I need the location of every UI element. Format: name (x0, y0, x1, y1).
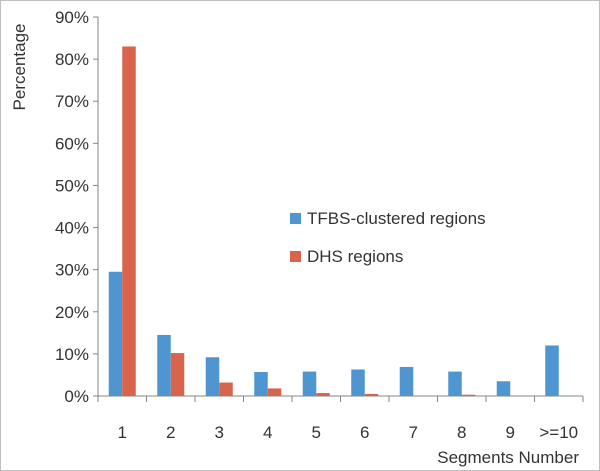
y-axis: 0% 10% 20% 30% 40% 50% 60% 70% 80% 90% (55, 8, 99, 406)
bar-series-1 (205, 357, 220, 396)
y-tick-label: 0% (64, 387, 89, 406)
y-tick-label: 30% (55, 261, 89, 280)
bar-series-2 (364, 393, 379, 396)
bar-series-2 (461, 394, 476, 396)
x-tick-label: 8 (457, 423, 466, 442)
legend-swatch (290, 251, 301, 262)
bar-series-2 (170, 353, 185, 396)
bar-series-1 (448, 371, 462, 396)
bar-series-2 (316, 393, 330, 396)
bar-series-1 (496, 381, 511, 396)
bar-series-1 (108, 271, 123, 396)
y-tick-label: 60% (55, 134, 89, 153)
bar-series-2 (267, 388, 282, 396)
y-tick-label: 80% (55, 50, 89, 69)
legend-swatch (290, 213, 301, 224)
y-tick-label: 10% (55, 345, 89, 364)
y-tick-label: 70% (55, 92, 89, 111)
legend-label: TFBS-clustered regions (307, 209, 486, 228)
x-axis: 1 2 3 4 5 6 7 8 9 >=10 (97, 395, 584, 442)
y-axis-title: Percentage (10, 24, 29, 111)
bars (108, 46, 559, 396)
bar-series-1 (157, 334, 171, 396)
x-tick-label: 7 (409, 423, 418, 442)
bar-series-1 (302, 371, 317, 396)
x-axis-title: Segments Number (437, 448, 579, 467)
x-tick-label: 6 (360, 423, 369, 442)
legend: TFBS-clustered regions DHS regions (290, 209, 486, 266)
bar-series-2 (219, 382, 233, 396)
y-tick-label: 20% (55, 303, 89, 322)
y-tick-label: 40% (55, 219, 89, 238)
bar-series-2 (122, 46, 136, 396)
y-tick-label: 50% (55, 176, 89, 195)
bar-series-1 (351, 369, 365, 396)
y-tick-label: 90% (55, 8, 89, 27)
x-tick-label: 2 (166, 423, 175, 442)
x-tick-label: 5 (312, 423, 321, 442)
x-tick-label: 4 (263, 423, 272, 442)
legend-label: DHS regions (307, 247, 403, 266)
x-tick-label: 9 (506, 423, 515, 442)
x-tick-label: 1 (118, 423, 127, 442)
bar-series-1 (545, 345, 559, 396)
x-tick-label: >=10 (539, 423, 578, 442)
bar-series-1 (254, 371, 268, 396)
bar-series-1 (399, 366, 414, 396)
x-tick-label: 3 (215, 423, 224, 442)
